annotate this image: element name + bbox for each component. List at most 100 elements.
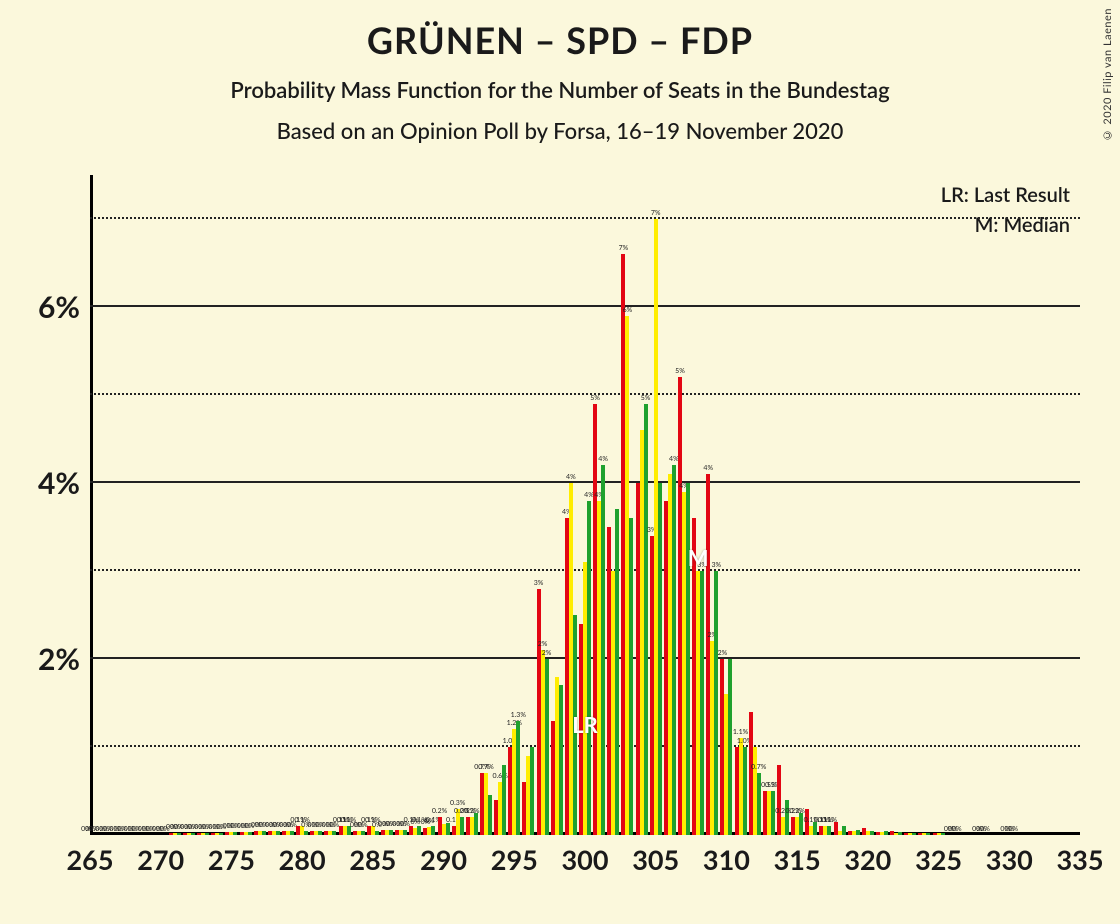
bar-green	[516, 721, 520, 835]
bar-green	[177, 833, 181, 835]
bar-value-label: 1.3%	[511, 711, 526, 719]
chart-area: 2%4%6%0%0%0%0%0%0%0%0%0%0%0%0%0%0%0%0%0%…	[90, 175, 1080, 835]
bar-value-label: 4%	[598, 455, 608, 463]
bar-value-label: 0%	[1008, 825, 1018, 833]
x-tick-label: 270	[137, 843, 184, 876]
x-tick-label: 285	[349, 843, 396, 876]
bar-green	[658, 483, 662, 835]
annotation-lr: LR	[572, 711, 598, 738]
bar-green	[785, 800, 789, 835]
bar-green	[771, 791, 775, 835]
x-tick-label: 305	[632, 843, 679, 876]
bar-value-label: 7%	[619, 244, 629, 252]
bar-green	[870, 831, 874, 835]
bar-value-label: 5%	[641, 394, 651, 402]
bar-green	[941, 833, 945, 835]
x-tick-label: 325	[915, 843, 962, 876]
bar-green	[799, 813, 803, 835]
chart-subtitle: Probability Mass Function for the Number…	[0, 76, 1120, 103]
bar-value-label: 0.2%	[432, 807, 447, 815]
bar-green	[728, 659, 732, 835]
bar-value-label: 0.7%	[751, 763, 766, 771]
bar-value-label: 3%	[711, 561, 721, 569]
x-tick-label: 320	[844, 843, 891, 876]
annotation-m: M	[688, 544, 709, 571]
x-tick-label: 335	[1057, 843, 1104, 876]
bar-green	[361, 831, 365, 835]
x-tick-label: 300	[562, 843, 609, 876]
bar-green	[827, 826, 831, 835]
grid-minor	[90, 217, 1080, 219]
x-tick-label: 295	[491, 843, 538, 876]
bar-green	[743, 747, 747, 835]
bar-green	[686, 483, 690, 835]
x-tick-label: 315	[774, 843, 821, 876]
x-tick-label: 275	[208, 843, 255, 876]
grid-minor	[90, 393, 1080, 395]
bar-value-label: 0.3%	[450, 799, 465, 807]
bar-value-label: 6%	[623, 306, 633, 314]
bar-value-label: 2%	[542, 649, 552, 657]
bar-green	[926, 833, 930, 835]
bar-green	[856, 830, 860, 835]
y-tick-label: 2%	[10, 641, 80, 677]
bar-green	[615, 509, 619, 835]
bar-green	[502, 765, 506, 835]
chart-subsub: Based on an Opinion Poll by Forsa, 16–19…	[0, 117, 1120, 144]
bar-value-label: 4%	[566, 473, 576, 481]
bar-green	[898, 832, 902, 835]
bar-green	[545, 659, 549, 835]
bar-green	[332, 831, 336, 835]
bar-green	[389, 830, 393, 835]
bar-value-label: 0.7%	[478, 763, 493, 771]
bar-green	[587, 501, 591, 835]
bar-green	[644, 404, 648, 835]
x-tick-label: 310	[703, 843, 750, 876]
bar-value-label: 1.1%	[733, 728, 748, 736]
bar-green	[219, 833, 223, 835]
bar-green	[488, 795, 492, 835]
bar-value-label: 0%	[980, 825, 990, 833]
credit-text: © 2020 Filip van Laenen	[1101, 8, 1114, 141]
bar-green	[842, 826, 846, 835]
bar-green	[276, 831, 280, 835]
bar-green	[446, 823, 450, 835]
bar-value-label: 5%	[590, 394, 600, 402]
bar-value-label: 7%	[651, 209, 661, 217]
title-block: GRÜNEN – SPD – FDP Probability Mass Func…	[0, 0, 1120, 144]
bar-green	[205, 833, 209, 835]
x-tick-label: 290	[420, 843, 467, 876]
bar-green	[417, 826, 421, 835]
bar-green	[629, 518, 633, 835]
bar-green	[559, 685, 563, 835]
x-tick-label: 265	[67, 843, 114, 876]
bar-green	[290, 831, 294, 835]
bar-green	[431, 826, 435, 835]
bar-green	[714, 571, 718, 835]
bar-value-label: 5%	[675, 367, 685, 375]
grid-major	[90, 305, 1080, 307]
y-axis-line	[90, 175, 93, 835]
bar-value-label: 0%	[952, 825, 962, 833]
bar-green	[700, 571, 704, 835]
bar-value-label: 2%	[538, 640, 548, 648]
bar-green	[884, 831, 888, 835]
bar-green	[474, 813, 478, 835]
bar-green	[191, 833, 195, 835]
bar-green	[460, 817, 464, 835]
y-tick-label: 4%	[10, 465, 80, 501]
grid-major	[90, 481, 1080, 483]
bar-green	[248, 832, 252, 835]
bar-green	[304, 831, 308, 835]
x-tick-label: 280	[279, 843, 326, 876]
bar-green	[262, 831, 266, 835]
chart-title: GRÜNEN – SPD – FDP	[0, 18, 1120, 62]
bar-green	[601, 465, 605, 835]
bar-green	[912, 833, 916, 835]
bar-green	[403, 830, 407, 835]
y-tick-label: 6%	[10, 289, 80, 325]
bar-green	[757, 773, 761, 835]
bar-green	[530, 747, 534, 835]
bar-value-label: 3%	[534, 579, 544, 587]
x-tick-label: 330	[986, 843, 1033, 876]
